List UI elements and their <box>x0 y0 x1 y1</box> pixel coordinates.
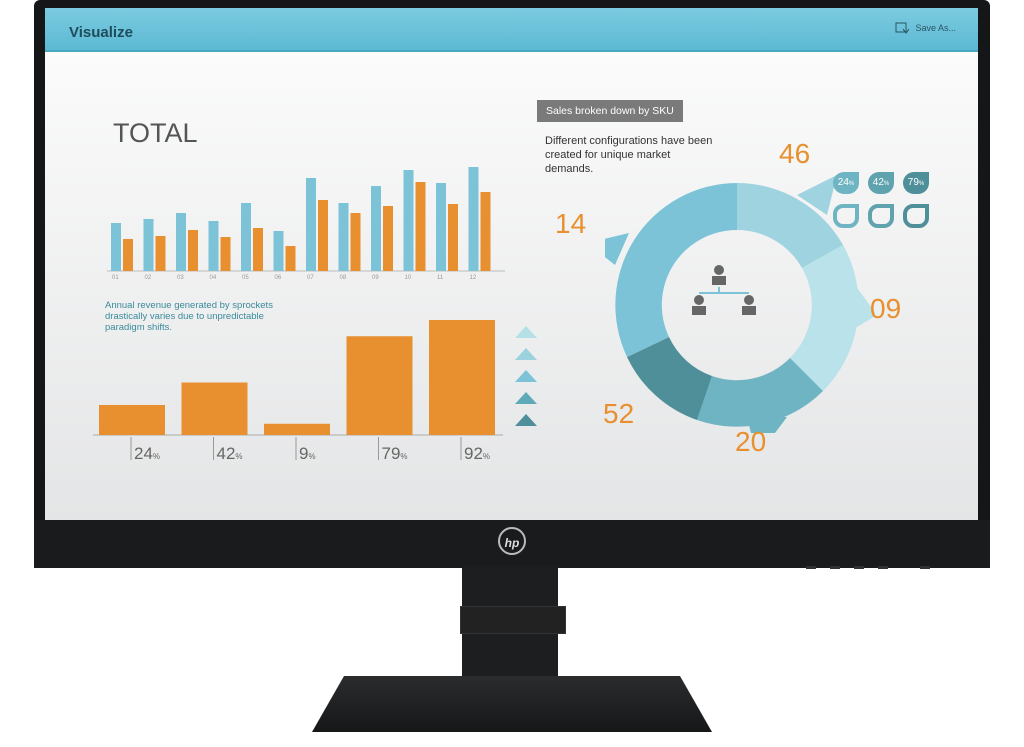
data-label: 92% <box>464 444 490 463</box>
donut-label: 20 <box>735 426 767 457</box>
triangle-icon <box>515 370 537 382</box>
bar-blue <box>468 167 479 271</box>
tick-label: 05 <box>242 275 249 281</box>
monitor-button[interactable] <box>878 566 888 569</box>
bar-blue <box>403 170 414 271</box>
app-title: Visualize <box>69 24 133 41</box>
donut-segment <box>737 183 843 268</box>
data-label: 9% <box>299 444 316 463</box>
donut-label: 14 <box>555 208 587 239</box>
drop-ring-icon <box>903 204 929 228</box>
monthly-bar-chart: 01 02 03 04 05 06 07 08 09 10 11 12 <box>107 167 505 281</box>
tick-label: 06 <box>275 275 282 281</box>
bar-blue <box>208 221 219 271</box>
drop-rings <box>833 204 929 228</box>
donut-label: 52 <box>603 398 635 429</box>
triangle-markers <box>515 326 537 426</box>
triangle-icon <box>515 348 537 360</box>
bar-blue <box>176 213 186 271</box>
bar <box>264 423 330 435</box>
bar-blue <box>338 203 349 271</box>
bar-orange <box>448 204 458 271</box>
donut-segment <box>697 358 823 427</box>
tick-label: 10 <box>405 275 412 281</box>
tick-label: 03 <box>177 275 184 281</box>
save-as-button[interactable]: Save As... <box>895 22 956 34</box>
triangle-icon <box>515 392 537 404</box>
bar-orange <box>220 237 231 271</box>
bar-blue <box>371 186 381 271</box>
monitor-button[interactable] <box>830 566 840 569</box>
triangle-icon <box>515 414 537 426</box>
tick-label: 01 <box>112 275 119 281</box>
tick-label: 11 <box>437 275 444 281</box>
tick-label: 07 <box>307 275 314 281</box>
people-hierarchy-icon <box>692 265 756 315</box>
bar-orange <box>415 182 426 271</box>
bar-blue <box>273 231 284 271</box>
bar-orange <box>480 192 491 271</box>
tick-label: 02 <box>145 275 152 281</box>
monitor-screen: Visualize Save As... TOTAL 01 02 03 04 05 06 0… <box>45 8 978 520</box>
stand-clip <box>460 606 566 634</box>
monitor-button[interactable] <box>854 566 864 569</box>
bar-blue <box>436 183 446 271</box>
donut-segment <box>790 245 859 391</box>
donut-segment <box>627 337 712 420</box>
tick-label: 08 <box>340 275 347 281</box>
bar-orange <box>123 239 133 271</box>
data-label: 42% <box>217 444 243 463</box>
revenue-note: Annual revenue generated by sprockets dr… <box>105 300 273 333</box>
tick-label: 09 <box>372 275 379 281</box>
bar <box>181 382 248 435</box>
bar <box>99 405 165 435</box>
tick-label: 12 <box>470 275 477 281</box>
save-as-label: Save As... <box>915 23 956 33</box>
app-header: Visualize Save As... <box>45 8 978 52</box>
power-button[interactable] <box>920 566 930 569</box>
donut-segment <box>615 183 737 357</box>
bar-orange <box>285 246 296 271</box>
bar-blue <box>111 223 121 271</box>
bar-orange <box>383 206 393 271</box>
donut-label: 46 <box>779 138 811 169</box>
sku-tag: Sales broken down by SKU <box>537 100 683 122</box>
data-label: 79% <box>382 444 408 463</box>
save-file-icon <box>895 22 910 34</box>
hp-logo: hp <box>498 527 526 555</box>
data-label: 24% <box>134 444 160 463</box>
bar-blue <box>306 178 316 271</box>
sku-description: Different configurations have been creat… <box>545 135 713 175</box>
drop-ring-icon <box>868 204 894 228</box>
bar-orange <box>318 200 328 271</box>
bar-blue <box>241 203 251 271</box>
drop-badges: 24% 42% 79% <box>833 172 929 194</box>
bar-orange <box>350 213 361 271</box>
percent-bar-chart: 24% 42% 9% 79% 92% <box>93 320 503 463</box>
bar-orange <box>188 230 198 271</box>
bar-orange <box>253 228 263 271</box>
sku-donut-chart <box>605 175 875 433</box>
stand-base <box>312 676 712 732</box>
drop-badge: 42% <box>868 172 894 194</box>
tick-label: 04 <box>210 275 217 281</box>
bar <box>346 336 413 435</box>
monitor-button[interactable] <box>806 566 816 569</box>
bar-blue <box>143 219 154 271</box>
bar <box>429 320 495 435</box>
total-title: TOTAL <box>113 118 198 148</box>
donut-label: 09 <box>870 293 902 324</box>
triangle-icon <box>515 326 537 338</box>
bar-orange <box>155 236 166 271</box>
drop-badge: 79% <box>903 172 929 194</box>
drop-ring-icon <box>833 204 859 228</box>
drop-badge: 24% <box>833 172 859 194</box>
